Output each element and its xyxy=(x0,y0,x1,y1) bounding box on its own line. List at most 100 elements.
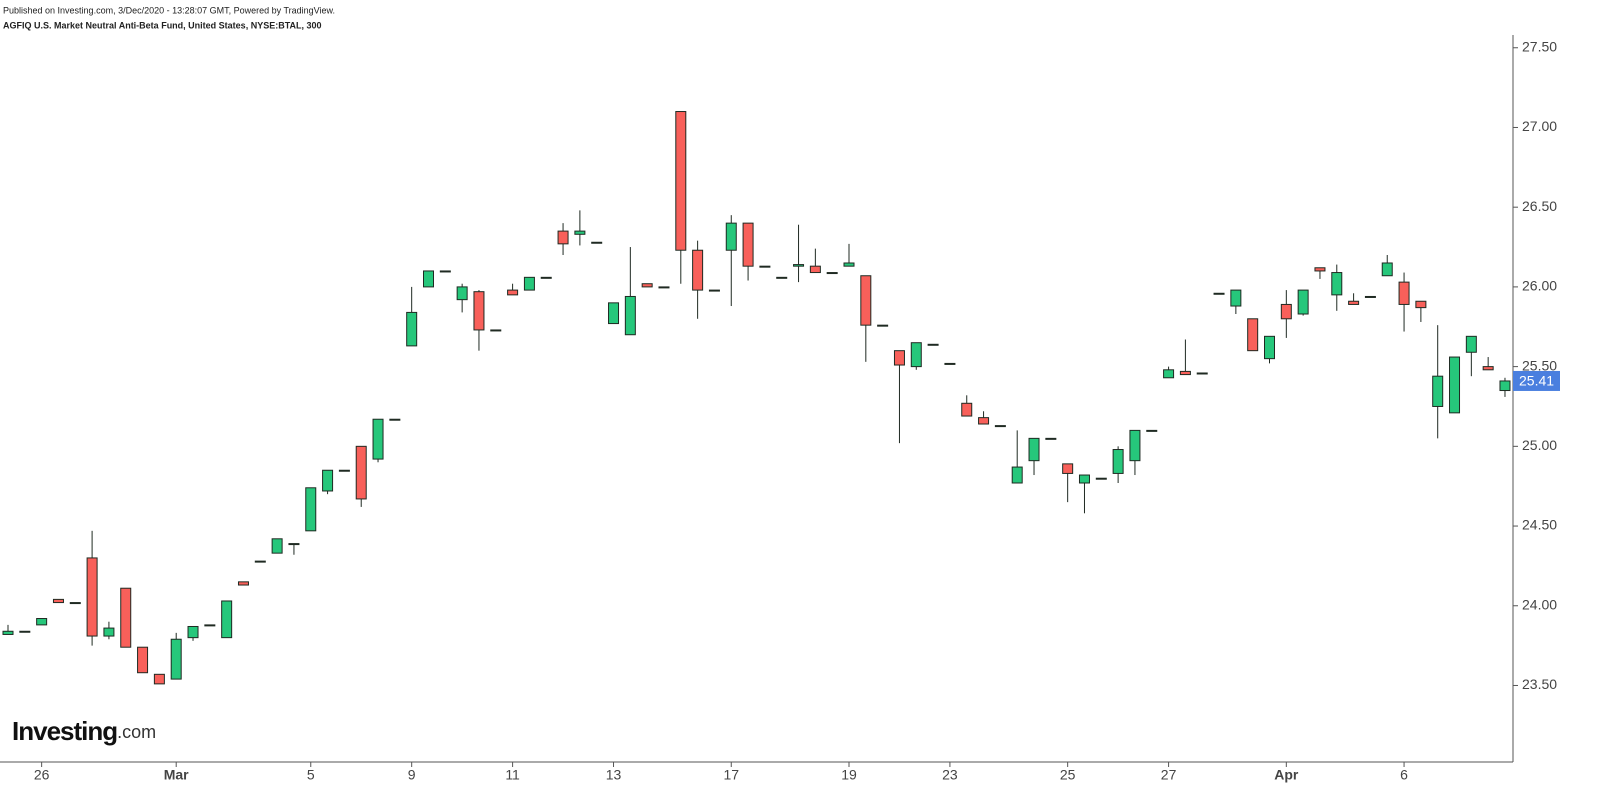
candle-body xyxy=(1179,370,1191,376)
candle-body xyxy=(456,286,468,301)
candle-body xyxy=(406,311,418,347)
candle-body xyxy=(490,329,502,332)
x-tick-label: 11 xyxy=(505,767,520,783)
candle-body xyxy=(793,264,805,267)
candle-body xyxy=(1432,375,1444,407)
x-tick-label: 13 xyxy=(606,767,622,783)
candle-body xyxy=(675,111,687,251)
candle-body xyxy=(1482,366,1494,371)
candle-body xyxy=(1095,477,1107,480)
y-tick-label: 24.50 xyxy=(1522,517,1557,533)
candle-body xyxy=(826,272,838,275)
candle-body xyxy=(120,587,132,648)
candle-body xyxy=(523,276,535,291)
candle-body xyxy=(137,646,149,674)
candle-body xyxy=(1213,292,1225,295)
candle-body xyxy=(170,638,182,680)
candle-body xyxy=(759,265,771,268)
candle-body xyxy=(1348,300,1360,305)
candle-body xyxy=(1465,335,1477,353)
candle-body xyxy=(624,295,636,336)
y-tick-label: 25.50 xyxy=(1522,357,1557,373)
candle-body xyxy=(1381,262,1393,277)
candle-body xyxy=(1112,449,1124,474)
candle-body xyxy=(1230,289,1242,307)
candle-body xyxy=(1449,356,1461,414)
candle-body xyxy=(708,289,720,292)
candle-body xyxy=(994,425,1006,428)
x-tick-label: 19 xyxy=(841,767,857,783)
candle-body xyxy=(1398,281,1410,305)
candle-body xyxy=(658,286,670,289)
candle-body xyxy=(36,618,48,626)
candle-body xyxy=(1163,369,1175,379)
candle-body xyxy=(507,289,519,296)
candle-body xyxy=(860,275,872,326)
y-tick-label: 27.00 xyxy=(1522,118,1557,134)
candle-body xyxy=(1415,300,1427,309)
candle-body xyxy=(1129,429,1141,462)
candle-body xyxy=(877,324,889,327)
y-tick-label: 26.50 xyxy=(1522,198,1557,214)
x-tick-label: 9 xyxy=(408,767,416,783)
candle-body xyxy=(439,270,451,273)
x-tick-label: Mar xyxy=(164,767,189,783)
candle-body xyxy=(322,469,334,492)
published-note: Published on Investing.com, 3/Dec/2020 -… xyxy=(3,5,335,15)
candle-body xyxy=(1146,429,1158,432)
candle-body xyxy=(423,270,434,288)
candle-body xyxy=(1331,272,1343,296)
candle-body xyxy=(725,222,737,251)
candle-body xyxy=(389,418,401,421)
logo-main: Investing xyxy=(12,716,117,746)
candle-body xyxy=(557,230,569,245)
candle-body xyxy=(69,602,81,605)
candle-body xyxy=(271,538,283,554)
candle-body xyxy=(1364,295,1376,298)
candle-body xyxy=(473,291,485,331)
last-price-box xyxy=(1513,370,1560,391)
x-tick-label: 6 xyxy=(1400,767,1408,783)
candle-body xyxy=(591,241,603,244)
candle-body xyxy=(692,249,704,291)
candle-body xyxy=(305,487,317,532)
candle-body xyxy=(204,624,216,627)
candle-body xyxy=(86,557,98,637)
candle-body xyxy=(641,283,653,288)
candle-body xyxy=(776,276,788,279)
candle-body xyxy=(187,625,199,639)
candle-body xyxy=(843,262,855,267)
candle-body xyxy=(910,342,922,368)
x-tick-label: 23 xyxy=(942,767,958,783)
candle-body xyxy=(1247,318,1259,352)
candle-body xyxy=(1314,267,1326,272)
candle-body xyxy=(103,627,115,637)
candle-body xyxy=(52,598,64,604)
candle-body xyxy=(237,581,249,586)
candle-body xyxy=(809,265,821,274)
candle-body xyxy=(221,600,233,639)
candle-body xyxy=(1499,380,1511,392)
y-tick-label: 26.00 xyxy=(1522,278,1557,294)
candle-body xyxy=(1280,303,1292,320)
candle-body xyxy=(288,543,300,546)
candle-body xyxy=(742,222,754,267)
logo: Investing.com xyxy=(12,716,156,746)
y-tick-label: 27.50 xyxy=(1522,38,1557,54)
logo-suffix: .com xyxy=(117,722,156,742)
candle-body xyxy=(254,560,266,563)
x-tick-label: 26 xyxy=(34,767,50,783)
candle-body xyxy=(2,630,14,635)
candle-body xyxy=(574,230,586,235)
x-tick-label: 17 xyxy=(723,767,739,783)
candle-body xyxy=(1196,372,1208,375)
candle-body xyxy=(1011,466,1023,484)
last-price-label: 25.41 xyxy=(1519,373,1554,389)
candle-body xyxy=(338,469,350,472)
candle-body xyxy=(1028,437,1040,462)
candle-body xyxy=(978,417,990,425)
y-tick-label: 24.00 xyxy=(1522,596,1557,612)
candle-body xyxy=(540,276,552,279)
candle-body xyxy=(1062,463,1074,474)
